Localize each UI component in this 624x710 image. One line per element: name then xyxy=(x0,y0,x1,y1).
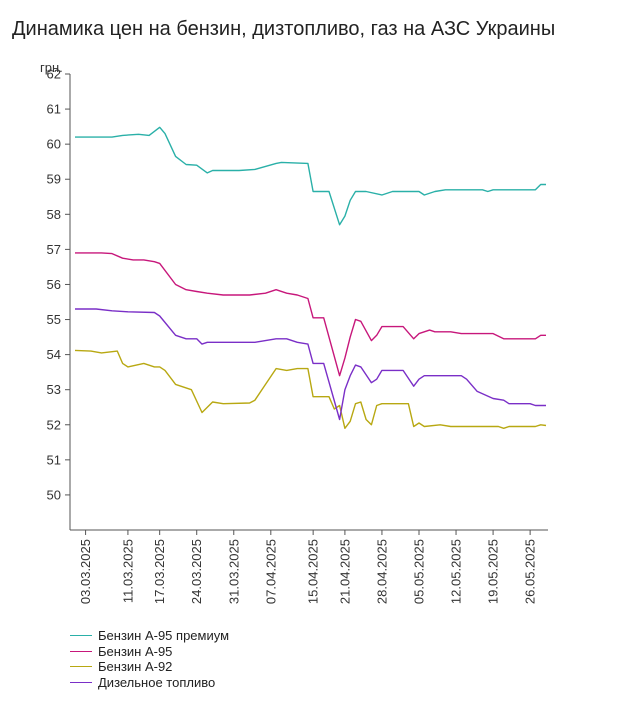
y-tick-label: 56 xyxy=(47,277,61,292)
legend-swatch xyxy=(70,650,92,652)
y-tick-label: 52 xyxy=(47,417,61,432)
y-tick-label: 61 xyxy=(47,102,61,117)
y-tick-label: 62 xyxy=(47,67,61,82)
x-tick-label: 28.04.2025 xyxy=(374,539,389,604)
y-tick-label: 51 xyxy=(47,452,61,467)
legend-label: Бензин А-95 премиум xyxy=(98,628,230,644)
x-tick-label: 05.05.2025 xyxy=(411,539,426,604)
y-axis-unit: грн. xyxy=(40,60,63,75)
x-tick-label: 12.05.2025 xyxy=(449,539,464,604)
y-tick-label: 60 xyxy=(47,137,61,152)
x-tick-label: 21.04.2025 xyxy=(337,539,352,604)
legend-item: Бензин А-95 премиум xyxy=(70,628,229,644)
x-tick-label: 31.03.2025 xyxy=(226,539,241,604)
series-line-2 xyxy=(75,252,546,377)
y-tick-label: 55 xyxy=(47,312,61,327)
x-tick-label: 11.03.2025 xyxy=(120,539,135,603)
legend-item: Бензин А-92 xyxy=(70,659,229,675)
x-tick-label: 19.05.2025 xyxy=(486,539,501,604)
legend-label: Бензин А-95 xyxy=(98,643,173,659)
y-tick-label: 54 xyxy=(47,347,61,362)
x-tick-label: 17.03.2025 xyxy=(152,539,167,604)
legend-label: Дизельное топливо xyxy=(98,674,216,690)
y-tick-label: 53 xyxy=(47,382,61,397)
y-tick-label: 59 xyxy=(47,172,61,187)
legend-swatch xyxy=(70,635,92,637)
x-tick-label: 07.04.2025 xyxy=(263,539,278,604)
legend-item: Дизельное топливо xyxy=(70,675,229,691)
y-tick-label: 57 xyxy=(47,242,61,257)
series-line-3 xyxy=(74,349,547,429)
series-layer xyxy=(74,126,547,429)
y-tick-label: 50 xyxy=(47,487,61,502)
legend-label: Бензин А-92 xyxy=(98,659,173,675)
legend-swatch xyxy=(70,666,92,668)
series-line-4 xyxy=(75,308,546,421)
y-tick-label: 58 xyxy=(47,207,61,222)
x-tick-label: 15.04.2025 xyxy=(306,539,321,604)
chart-axes: грн. 50 51 52 53 54 55 56 57 58 59 60 61 62 03.03.202… xyxy=(40,60,548,604)
legend-swatch xyxy=(70,681,92,683)
x-tick-label: 24.03.2025 xyxy=(189,539,204,604)
legend: Бензин А-95 премиум Бензин А-95 Бензин А-9… xyxy=(70,628,229,690)
x-tick-label: 26.05.2025 xyxy=(523,539,538,604)
legend-item: Бензин А-95 xyxy=(70,644,229,660)
chart-title: Динамика цен на бензин, дизтопливо, газ … xyxy=(12,18,556,40)
series-line-1 xyxy=(75,126,546,226)
x-tick-label: 03.03.2025 xyxy=(78,539,93,604)
